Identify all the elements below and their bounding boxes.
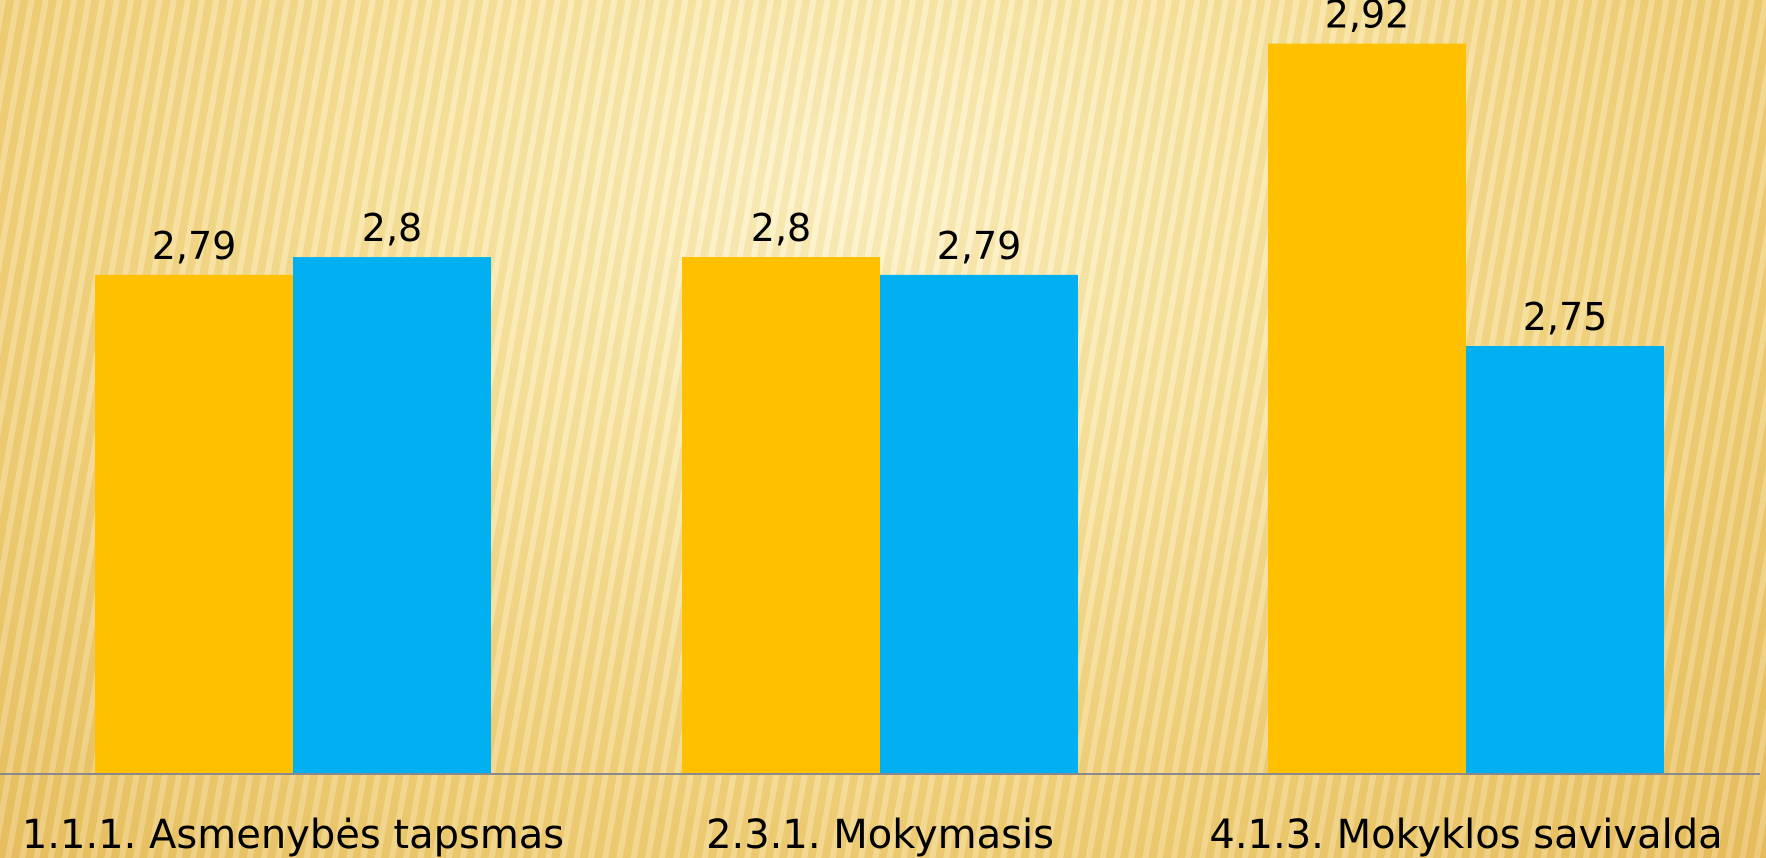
- bar-series1-3: [1268, 43, 1466, 773]
- data-label-series1-2: 2,8: [751, 206, 811, 250]
- bar-series1-2: [682, 257, 880, 773]
- data-label-series2-3: 2,75: [1523, 295, 1608, 339]
- category-label-3: 4.1.3. Mokyklos savivalda: [1209, 812, 1722, 858]
- category-label-1: 1.1.1. Asmenybės tapsmas: [22, 812, 564, 858]
- category-label-2: 2.3.1. Mokymasis: [706, 812, 1054, 858]
- bar-series2-2: [880, 274, 1078, 773]
- bar-series2-3: [1466, 346, 1664, 773]
- bar-series2-1: [293, 257, 491, 773]
- data-label-series1-1: 2,79: [152, 224, 237, 268]
- data-label-series2-2: 2,79: [937, 224, 1022, 268]
- bar-series1-1: [95, 274, 293, 773]
- data-label-series2-1: 2,8: [362, 206, 422, 250]
- data-label-series1-3: 2,92: [1325, 0, 1410, 37]
